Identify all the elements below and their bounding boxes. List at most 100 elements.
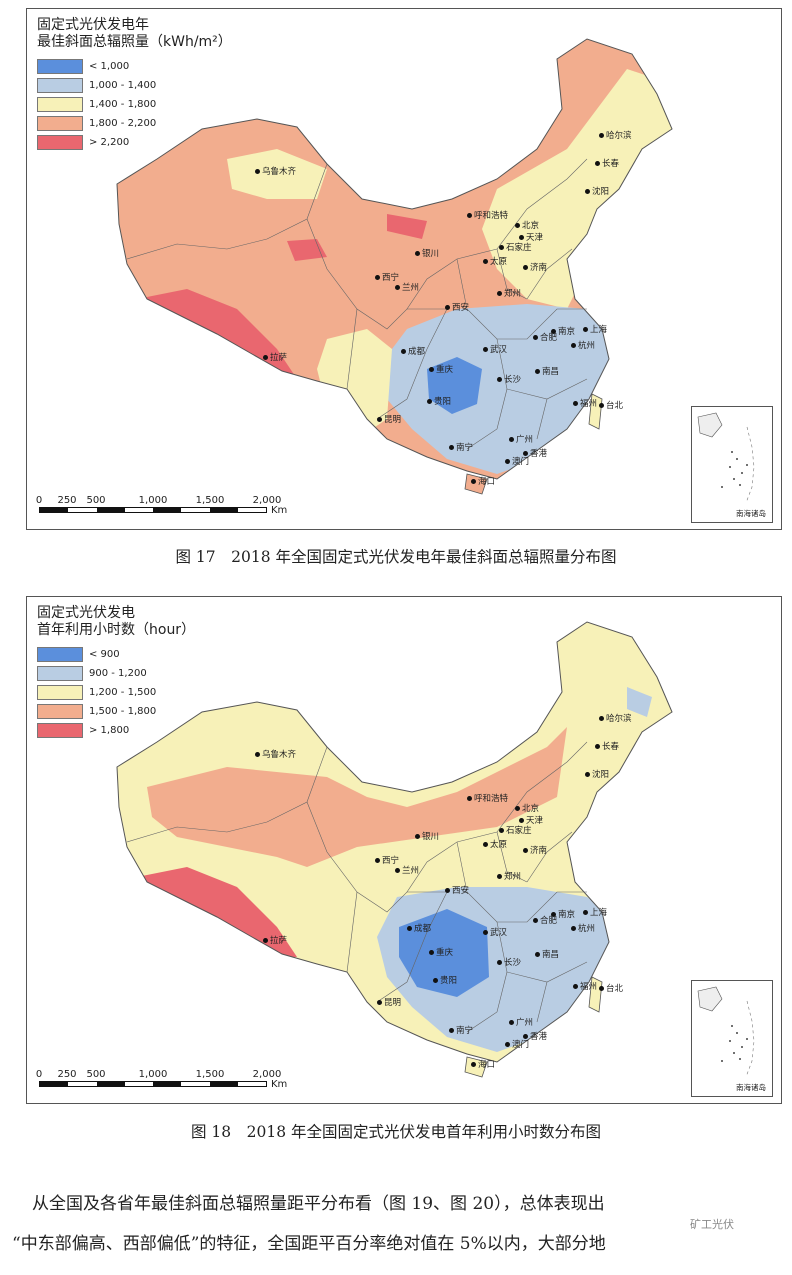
city-label: 海口 — [471, 1058, 495, 1070]
city-label: 南京 — [551, 325, 575, 337]
city-label: 上海 — [583, 906, 607, 918]
city-label: 南宁 — [449, 1024, 473, 1036]
city-label: 济南 — [523, 844, 547, 856]
body-paragraph-line1: 从全国及各省年最佳斜面总辐照量距平分布看（图 19、图 20），总体表现出 — [32, 1194, 605, 1214]
city-label: 福州 — [573, 397, 597, 409]
legend-item: 900 - 1,200 — [37, 664, 195, 683]
legend-label: < 1,000 — [89, 61, 130, 72]
legend-item: 1,800 - 2,200 — [37, 114, 232, 133]
legend-items: < 1,000 1,000 - 1,400 1,400 - 1,800 1,800 -… — [37, 57, 232, 152]
legend-label: < 900 — [89, 649, 120, 660]
city-label: 银川 — [415, 247, 439, 259]
legend-label: 1,500 - 1,800 — [89, 706, 157, 717]
city-label: 武汉 — [483, 926, 507, 938]
city-label: 上海 — [583, 323, 607, 335]
city-label: 重庆 — [429, 946, 453, 958]
city-label: 太原 — [483, 838, 507, 850]
legend-title: 固定式光伏发电年 — [37, 17, 149, 33]
city-label: 昆明 — [377, 413, 401, 425]
city-label: 武汉 — [483, 343, 507, 355]
city-label: 兰州 — [395, 281, 419, 293]
hainan-island — [464, 473, 488, 495]
south-china-sea-inset: 南海诸岛 — [691, 406, 773, 523]
legend-item: > 1,800 — [37, 721, 195, 740]
city-label: 天津 — [519, 231, 543, 243]
city-label: 澳门 — [505, 1038, 529, 1050]
city-label: 济南 — [523, 261, 547, 273]
legend-subtitle: 首年利用小时数（hour） — [37, 622, 196, 638]
legend-subtitle: 最佳斜面总辐照量（kWh/m²） — [37, 34, 232, 50]
legend-title: 固定式光伏发电 — [37, 605, 135, 621]
legend-swatch — [37, 647, 83, 662]
city-label: 南宁 — [449, 441, 473, 453]
city-label: 北京 — [515, 219, 539, 231]
legend-item: < 900 — [37, 645, 195, 664]
city-label: 哈尔滨 — [599, 712, 632, 724]
china-radiation-map — [116, 38, 673, 495]
city-label: 哈尔滨 — [599, 129, 632, 141]
city-label: 重庆 — [429, 363, 453, 375]
city-label: 长沙 — [497, 373, 521, 385]
city-label: 成都 — [407, 922, 431, 934]
legend-items: < 900 900 - 1,200 1,200 - 1,500 1,500 - 1,8… — [37, 645, 195, 740]
city-label: 沈阳 — [585, 185, 609, 197]
legend-swatch — [37, 97, 83, 112]
legend-swatch — [37, 723, 83, 738]
city-label: 贵阳 — [433, 974, 457, 986]
city-label: 西宁 — [375, 271, 399, 283]
legend-label: 1,800 - 2,200 — [89, 118, 157, 129]
city-label: 合肥 — [533, 914, 557, 926]
city-label: 石家庄 — [499, 241, 532, 253]
city-label: 呼和浩特 — [467, 209, 508, 221]
city-label: 香港 — [523, 447, 547, 459]
radiation-map-panel: 固定式光伏发电年 最佳斜面总辐照量（kWh/m²） < 1,000 1,000 -… — [26, 8, 782, 530]
city-label: 贵阳 — [427, 395, 451, 407]
province-boundaries — [126, 158, 588, 450]
legend-label: > 2,200 — [89, 137, 130, 148]
taiwan-island — [588, 976, 603, 1013]
city-label: 北京 — [515, 802, 539, 814]
legend-item: 1,500 - 1,800 — [37, 702, 195, 721]
legend-label: 1,200 - 1,500 — [89, 687, 157, 698]
legend-item: < 1,000 — [37, 57, 232, 76]
legend-label: 1,400 - 1,800 — [89, 99, 157, 110]
city-label: 银川 — [415, 830, 439, 842]
city-label: 合肥 — [533, 331, 557, 343]
city-label: 拉萨 — [263, 351, 287, 363]
city-label: 郑州 — [497, 287, 521, 299]
legend-label: 900 - 1,200 — [89, 668, 147, 679]
figure-caption: 图 17 2018 年全国固定式光伏发电年最佳斜面总辐照量分布图 — [175, 548, 617, 566]
city-label: 拉萨 — [263, 934, 287, 946]
city-label: 乌鲁木齐 — [255, 165, 296, 177]
city-label: 长春 — [595, 157, 619, 169]
city-label: 长春 — [595, 740, 619, 752]
legend-label: 1,000 - 1,400 — [89, 80, 157, 91]
city-label: 郑州 — [497, 870, 521, 882]
map1-scale-bar: 0 250 500 1,000 1,500 2,000 Km — [35, 495, 288, 516]
taiwan-island — [588, 393, 603, 430]
legend-swatch — [37, 59, 83, 74]
hainan-island — [464, 1056, 488, 1078]
city-label: 广州 — [509, 1016, 533, 1028]
city-label: 昆明 — [377, 996, 401, 1008]
legend-swatch — [37, 704, 83, 719]
map2-scale-bar: 0 250 500 1,000 1,500 2,000 Km — [35, 1069, 288, 1090]
body-paragraph-line2: “中东部偏高、西部偏低”的特征，全国距平百分率绝对值在 5%以内，大部分地 — [12, 1234, 606, 1254]
city-label: 太原 — [483, 255, 507, 267]
city-label: 石家庄 — [499, 824, 532, 836]
city-label: 呼和浩特 — [467, 792, 508, 804]
city-label: 西安 — [445, 301, 469, 313]
city-label: 台北 — [599, 982, 623, 994]
city-label: 福州 — [573, 980, 597, 992]
city-label: 沈阳 — [585, 768, 609, 780]
city-label: 乌鲁木齐 — [255, 748, 296, 760]
legend-item: 1,200 - 1,500 — [37, 683, 195, 702]
city-label: 兰州 — [395, 864, 419, 876]
legend-swatch — [37, 685, 83, 700]
legend-swatch — [37, 135, 83, 150]
city-label: 海口 — [471, 475, 495, 487]
city-label: 杭州 — [571, 922, 595, 934]
legend-item: 1,400 - 1,800 — [37, 95, 232, 114]
city-label: 南昌 — [535, 948, 559, 960]
legend-swatch — [37, 78, 83, 93]
